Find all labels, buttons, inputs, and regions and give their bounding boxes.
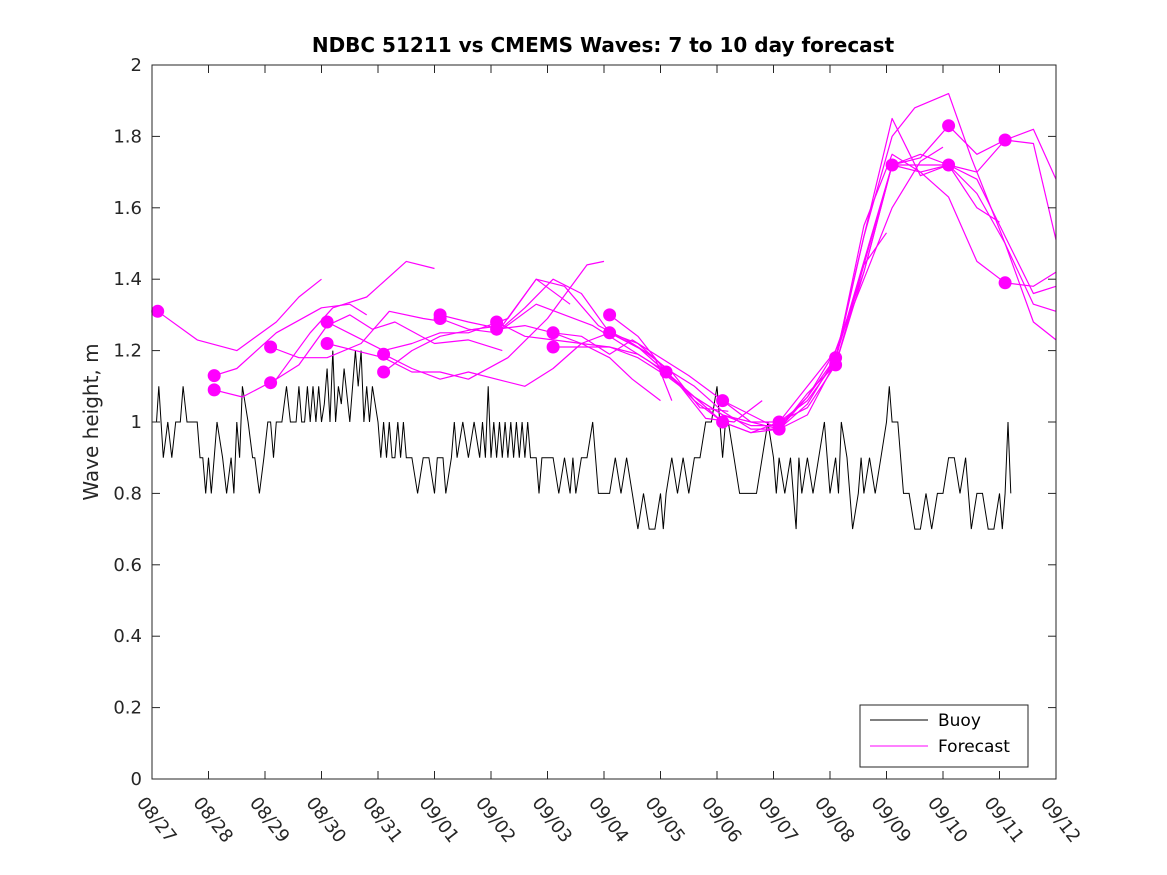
y-tick-label: 2 [131, 55, 142, 76]
y-tick-label: 0.6 [113, 555, 142, 576]
legend-buoy-label: Buoy [938, 711, 981, 731]
forecast-line-1 [157, 278, 322, 352]
y-tick-label: 1.4 [113, 269, 142, 290]
buoy-series [152, 350, 1012, 530]
forecast-line-19 [778, 139, 1057, 423]
y-tick-label: 0.4 [113, 626, 142, 647]
y-axis-label: Wave height, m [79, 343, 103, 500]
y-tick-label: 1.8 [113, 126, 142, 147]
forecast-marker-24 [829, 358, 843, 372]
y-tick-label: 0.2 [113, 698, 142, 719]
forecast-marker-6 [320, 315, 334, 329]
y-tick-label: 0.8 [113, 483, 142, 504]
forecast-line-5 [270, 314, 503, 384]
forecast-marker-8 [377, 347, 391, 361]
forecast-line-4 [270, 310, 446, 359]
forecast-marker-25 [885, 158, 899, 172]
forecast-marker-2 [207, 369, 221, 383]
forecast-marker-17 [603, 326, 617, 340]
forecast-marker-26 [942, 119, 956, 133]
forecast-marker-9 [377, 365, 391, 379]
forecast-marker-28 [998, 133, 1012, 147]
forecast-marker-29 [998, 276, 1012, 290]
forecast-line-8 [383, 342, 661, 402]
chart-title: NDBC 51211 vs CMEMS Waves: 7 to 10 day f… [312, 33, 895, 57]
forecast-marker-1 [151, 304, 165, 318]
forecast-marker-18 [659, 365, 673, 379]
forecast-marker-14 [546, 326, 560, 340]
forecast-line-16 [609, 164, 1057, 434]
forecast-marker-20 [716, 415, 730, 429]
forecast-marker-27 [942, 158, 956, 172]
forecast-marker-16 [603, 308, 617, 322]
buoy-line [152, 350, 1012, 530]
y-axis: 0 0.2 0.4 0.6 0.8 1 1.2 1.4 1.6 1.8 2 [113, 55, 1056, 790]
forecast-line-10 [439, 278, 729, 412]
forecast-line-12 [496, 232, 887, 434]
forecast-line-2 [214, 303, 368, 377]
forecast-marker-13 [490, 322, 504, 336]
forecast-marker-3 [207, 383, 221, 397]
legend-forecast-label: Forecast [938, 737, 1010, 757]
forecast-marker-7 [320, 337, 334, 350]
forecast-marker-4 [264, 340, 278, 354]
y-tick-label: 1 [131, 412, 142, 433]
y-tick-label: 0 [131, 769, 142, 790]
forecast-marker-15 [546, 340, 560, 354]
legend-box [859, 704, 1029, 768]
forecast-marker-19 [716, 394, 730, 408]
legend: Buoy Forecast [859, 704, 1029, 768]
forecast-marker-22 [772, 422, 786, 436]
forecast-marker-11 [433, 312, 447, 325]
y-tick-label: 1.2 [113, 341, 142, 362]
y-tick-label: 1.6 [113, 198, 142, 219]
forecast-line-15 [553, 153, 1057, 423]
forecast-marker-5 [264, 376, 278, 390]
forecast-markers [151, 119, 1012, 436]
